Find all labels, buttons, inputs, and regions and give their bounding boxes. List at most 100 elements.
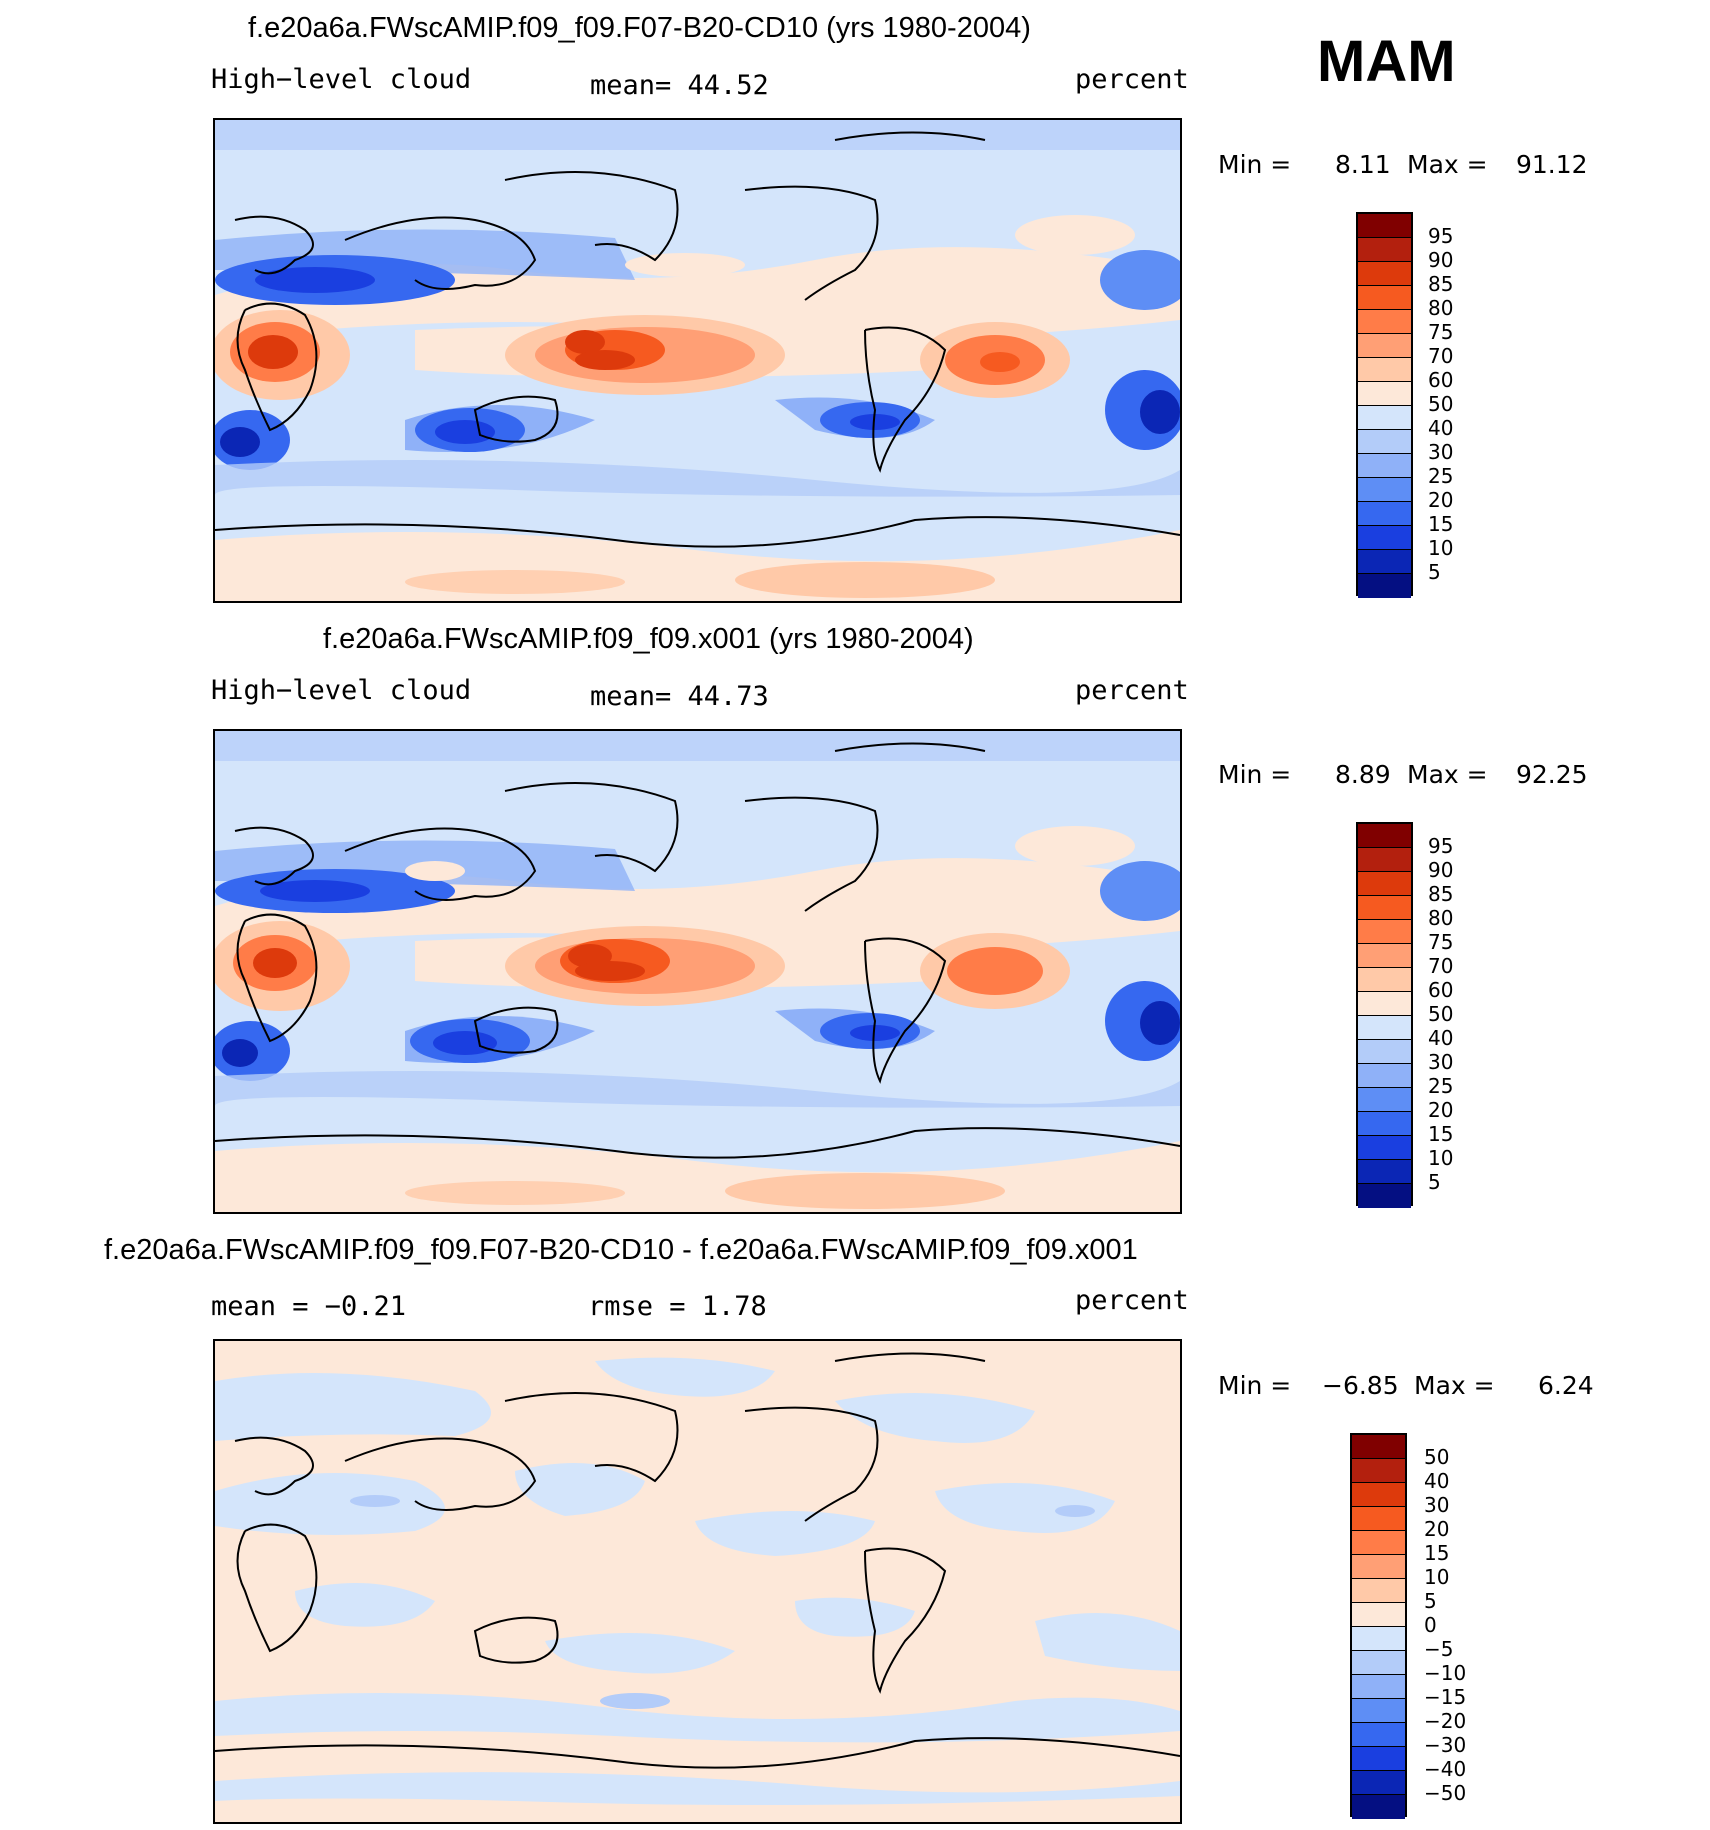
panel1-min-label: Min =: [1218, 150, 1292, 179]
colorbar-swatch: [1358, 430, 1411, 454]
colorbar-tick-label: −5: [1424, 1637, 1454, 1661]
colorbar-tick-label: −20: [1424, 1709, 1467, 1733]
panel3-max-label: Max =: [1414, 1371, 1495, 1400]
panel2-title: f.e20a6a.FWscAMIP.f09_f09.x001 (yrs 1980…: [323, 623, 974, 655]
panel3-rmse-label: rmse = 1.78: [588, 1291, 767, 1322]
colorbar-swatch: [1358, 1016, 1411, 1040]
colorbar-swatch: [1358, 262, 1411, 286]
panel2-colorbar: [1356, 822, 1413, 1208]
colorbar-swatch: [1358, 1160, 1411, 1184]
colorbar-swatch: [1352, 1531, 1405, 1555]
colorbar-tick-label: 20: [1428, 1098, 1454, 1122]
colorbar-swatch: [1358, 1064, 1411, 1088]
colorbar-swatch: [1358, 334, 1411, 358]
panel3-max-value: 6.24: [1538, 1371, 1594, 1400]
colorbar-swatch: [1358, 1184, 1411, 1208]
panel1-map-field: [215, 120, 1180, 601]
colorbar-tick-label: 30: [1428, 1050, 1454, 1074]
colorbar-swatch: [1358, 502, 1411, 526]
colorbar-swatch: [1358, 310, 1411, 334]
colorbar-tick-label: 75: [1428, 320, 1454, 344]
colorbar-tick-label: −50: [1424, 1781, 1467, 1805]
panel3-units: percent: [1075, 1285, 1189, 1316]
colorbar-swatch: [1352, 1459, 1405, 1483]
colorbar-swatch: [1352, 1699, 1405, 1723]
colorbar-swatch: [1358, 574, 1411, 598]
colorbar-tick-label: 0: [1424, 1613, 1437, 1637]
colorbar-tick-label: 70: [1428, 954, 1454, 978]
panel2-max-value: 92.25: [1516, 760, 1588, 789]
colorbar-swatch: [1352, 1675, 1405, 1699]
colorbar-swatch: [1358, 896, 1411, 920]
panel2-units: percent: [1075, 675, 1189, 706]
colorbar-tick-label: 5: [1424, 1589, 1437, 1613]
colorbar-tick-label: 25: [1428, 1074, 1454, 1098]
panel3-min-label: Min =: [1218, 1371, 1292, 1400]
panel1-colorbar: [1356, 212, 1413, 598]
colorbar-swatch: [1352, 1795, 1405, 1819]
panel2-min-value: 8.89: [1335, 760, 1391, 789]
colorbar-swatch: [1358, 358, 1411, 382]
colorbar-tick-label: 20: [1424, 1517, 1450, 1541]
panel1-max-label: Max =: [1407, 150, 1488, 179]
colorbar-swatch: [1358, 1088, 1411, 1112]
panel3-map: [213, 1339, 1182, 1824]
colorbar-tick-label: 70: [1428, 344, 1454, 368]
colorbar-tick-label: 40: [1424, 1469, 1450, 1493]
panel2-map-field: [215, 731, 1180, 1212]
colorbar-tick-label: −15: [1424, 1685, 1467, 1709]
colorbar-tick-label: 80: [1428, 296, 1454, 320]
colorbar-swatch: [1358, 1136, 1411, 1160]
colorbar-swatch: [1352, 1627, 1405, 1651]
colorbar-swatch: [1358, 920, 1411, 944]
colorbar-tick-label: 25: [1428, 464, 1454, 488]
panel2-mean-label: mean= 44.73: [590, 681, 769, 712]
panel3-title: f.e20a6a.FWscAMIP.f09_f09.F07-B20-CD10 -…: [104, 1234, 1138, 1266]
colorbar-swatch: [1352, 1603, 1405, 1627]
colorbar-tick-label: 15: [1428, 512, 1454, 536]
colorbar-swatch: [1352, 1747, 1405, 1771]
colorbar-swatch: [1358, 478, 1411, 502]
colorbar-swatch: [1352, 1771, 1405, 1795]
colorbar-swatch: [1352, 1507, 1405, 1531]
colorbar-tick-label: 95: [1428, 834, 1454, 858]
colorbar-tick-label: 95: [1428, 224, 1454, 248]
panel1-mean-label: mean= 44.52: [590, 70, 769, 101]
colorbar-tick-label: 50: [1428, 392, 1454, 416]
colorbar-tick-label: 50: [1428, 1002, 1454, 1026]
colorbar-tick-label: 40: [1428, 1026, 1454, 1050]
colorbar-tick-label: 5: [1428, 1170, 1441, 1194]
colorbar-tick-label: 20: [1428, 488, 1454, 512]
colorbar-tick-label: 10: [1428, 1146, 1454, 1170]
colorbar-tick-label: 15: [1428, 1122, 1454, 1146]
colorbar-swatch: [1352, 1483, 1405, 1507]
colorbar-tick-label: 10: [1424, 1565, 1450, 1589]
panel3-min-value: −6.85: [1322, 1371, 1399, 1400]
panel1-title: f.e20a6a.FWscAMIP.f09_f09.F07-B20-CD10 (…: [248, 12, 1031, 44]
colorbar-swatch: [1358, 526, 1411, 550]
colorbar-tick-label: 85: [1428, 882, 1454, 906]
colorbar-tick-label: 40: [1428, 416, 1454, 440]
colorbar-swatch: [1358, 406, 1411, 430]
colorbar-tick-label: −40: [1424, 1757, 1467, 1781]
panel2-map: [213, 729, 1182, 1214]
colorbar-tick-label: 60: [1428, 368, 1454, 392]
colorbar-swatch: [1358, 848, 1411, 872]
colorbar-tick-label: 30: [1428, 440, 1454, 464]
colorbar-swatch: [1358, 968, 1411, 992]
panel1-min-value: 8.11: [1335, 150, 1391, 179]
panel1-map: [213, 118, 1182, 603]
panel2-max-label: Max =: [1407, 760, 1488, 789]
colorbar-swatch: [1352, 1555, 1405, 1579]
season-label: MAM: [1317, 29, 1456, 94]
colorbar-swatch: [1358, 1112, 1411, 1136]
colorbar-swatch: [1352, 1723, 1405, 1747]
colorbar-tick-label: 60: [1428, 978, 1454, 1002]
colorbar-swatch: [1358, 382, 1411, 406]
panel3-map-field: [215, 1341, 1180, 1822]
colorbar-swatch: [1352, 1435, 1405, 1459]
colorbar-swatch: [1358, 1040, 1411, 1064]
panel3-colorbar: [1350, 1433, 1407, 1819]
panel1-max-value: 91.12: [1516, 150, 1588, 179]
colorbar-swatch: [1352, 1579, 1405, 1603]
